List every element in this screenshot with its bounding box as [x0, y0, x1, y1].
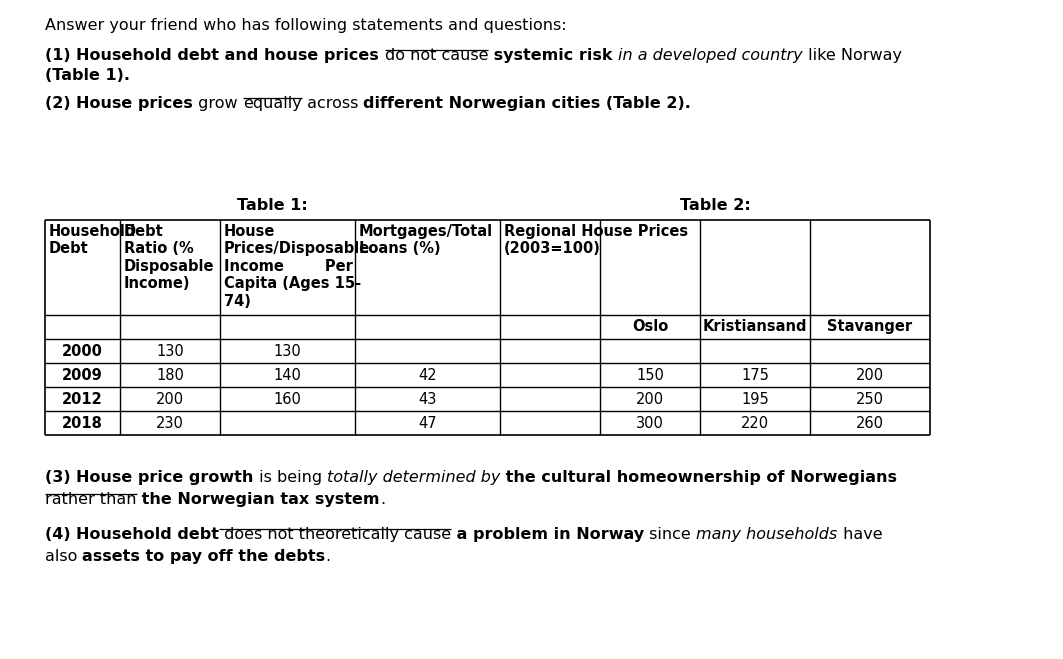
Text: in a developed country: in a developed country — [619, 48, 803, 63]
Text: House price growth: House price growth — [77, 470, 254, 485]
Text: Household debt: Household debt — [77, 527, 219, 542]
Text: 220: 220 — [741, 416, 769, 431]
Text: 200: 200 — [156, 392, 184, 407]
Text: 2000: 2000 — [62, 344, 103, 359]
Text: 230: 230 — [156, 416, 184, 431]
Text: 43: 43 — [419, 392, 437, 407]
Text: like Norway: like Norway — [803, 48, 901, 63]
Text: a problem in Norway: a problem in Norway — [452, 527, 644, 542]
Text: since: since — [644, 527, 696, 542]
Text: have: have — [838, 527, 882, 542]
Text: different Norwegian cities (Table 2).: different Norwegian cities (Table 2). — [362, 96, 691, 111]
Text: 42: 42 — [418, 368, 437, 383]
Text: Debt
Ratio (%
Disposable
Income): Debt Ratio (% Disposable Income) — [124, 224, 215, 291]
Text: 130: 130 — [156, 344, 184, 359]
Text: 300: 300 — [636, 416, 664, 431]
Text: Table 1:: Table 1: — [237, 198, 308, 213]
Text: grow: grow — [193, 96, 242, 111]
Text: Oslo: Oslo — [631, 319, 669, 334]
Text: 195: 195 — [741, 392, 769, 407]
Text: 260: 260 — [856, 416, 884, 431]
Text: 2012: 2012 — [62, 392, 103, 407]
Text: House
Prices/Disposable
Income        Per
Capita (Ages 15-
74): House Prices/Disposable Income Per Capit… — [224, 224, 370, 308]
Text: systemic risk: systemic risk — [488, 48, 619, 63]
Text: Regional House Prices
(2003=100): Regional House Prices (2003=100) — [504, 224, 688, 256]
Text: (Table 1).: (Table 1). — [45, 68, 130, 83]
Text: (2): (2) — [45, 96, 77, 111]
Text: the Norwegian tax system: the Norwegian tax system — [136, 492, 379, 507]
Text: (1): (1) — [45, 48, 77, 63]
Text: 140: 140 — [273, 368, 302, 383]
Text: rather than: rather than — [45, 492, 136, 507]
Text: Mortgages/Total
Loans (%): Mortgages/Total Loans (%) — [359, 224, 493, 256]
Text: across: across — [302, 96, 362, 111]
Text: is being: is being — [254, 470, 327, 485]
Text: (4): (4) — [45, 527, 77, 542]
Text: .: . — [325, 549, 331, 564]
Text: 175: 175 — [741, 368, 769, 383]
Text: House prices: House prices — [77, 96, 193, 111]
Text: 2018: 2018 — [62, 416, 103, 431]
Text: does not theoretically cause: does not theoretically cause — [219, 527, 452, 542]
Text: 2009: 2009 — [62, 368, 103, 383]
Text: Household
Debt: Household Debt — [49, 224, 136, 256]
Text: the cultural homeownership of Norwegians: the cultural homeownership of Norwegians — [501, 470, 897, 485]
Text: equally: equally — [242, 96, 302, 111]
Text: Table 2:: Table 2: — [679, 198, 750, 213]
Text: 200: 200 — [636, 392, 664, 407]
Text: do not cause: do not cause — [385, 48, 488, 63]
Text: assets to pay off the debts: assets to pay off the debts — [83, 549, 325, 564]
Text: many households: many households — [696, 527, 838, 542]
Text: also: also — [45, 549, 83, 564]
Text: Household debt and house prices: Household debt and house prices — [77, 48, 385, 63]
Text: .: . — [379, 492, 385, 507]
Text: (3): (3) — [45, 470, 77, 485]
Text: 160: 160 — [273, 392, 302, 407]
Text: Stavanger: Stavanger — [827, 319, 912, 334]
Text: 150: 150 — [636, 368, 664, 383]
Text: 250: 250 — [856, 392, 884, 407]
Text: 200: 200 — [856, 368, 884, 383]
Text: 47: 47 — [418, 416, 437, 431]
Text: totally determined by: totally determined by — [327, 470, 501, 485]
Text: 180: 180 — [156, 368, 184, 383]
Text: Kristiansand: Kristiansand — [703, 319, 807, 334]
Text: Answer your friend who has following statements and questions:: Answer your friend who has following sta… — [45, 18, 567, 33]
Text: 130: 130 — [273, 344, 302, 359]
